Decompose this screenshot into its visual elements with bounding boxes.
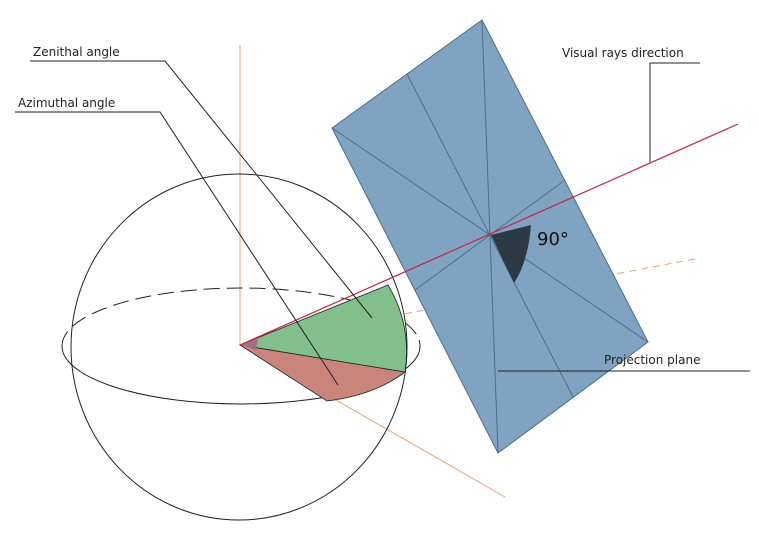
zenithal-sector [238, 284, 407, 373]
right-angle-label: 90° [537, 229, 569, 250]
azimuthal-angle-leader [15, 111, 339, 386]
visual-ray [239, 123, 739, 346]
visual-rays-leader [649, 62, 700, 162]
azimuthal-angle-label: Azimuthal angle [18, 96, 115, 110]
projection-plane-label: Projection plane [604, 353, 700, 367]
plane-crossline [414, 179, 566, 291]
azimuthal-sector [239, 344, 406, 402]
visual-rays-direction-label: Visual rays direction [562, 46, 684, 60]
sphere-outline [70, 173, 408, 521]
right-angle-mark [491, 225, 531, 283]
equator-back [61, 287, 421, 347]
origin-wedge [240, 338, 258, 350]
zenithal-angle-leader [30, 60, 373, 319]
zenithal-angle-label: Zenithal angle [33, 45, 120, 59]
